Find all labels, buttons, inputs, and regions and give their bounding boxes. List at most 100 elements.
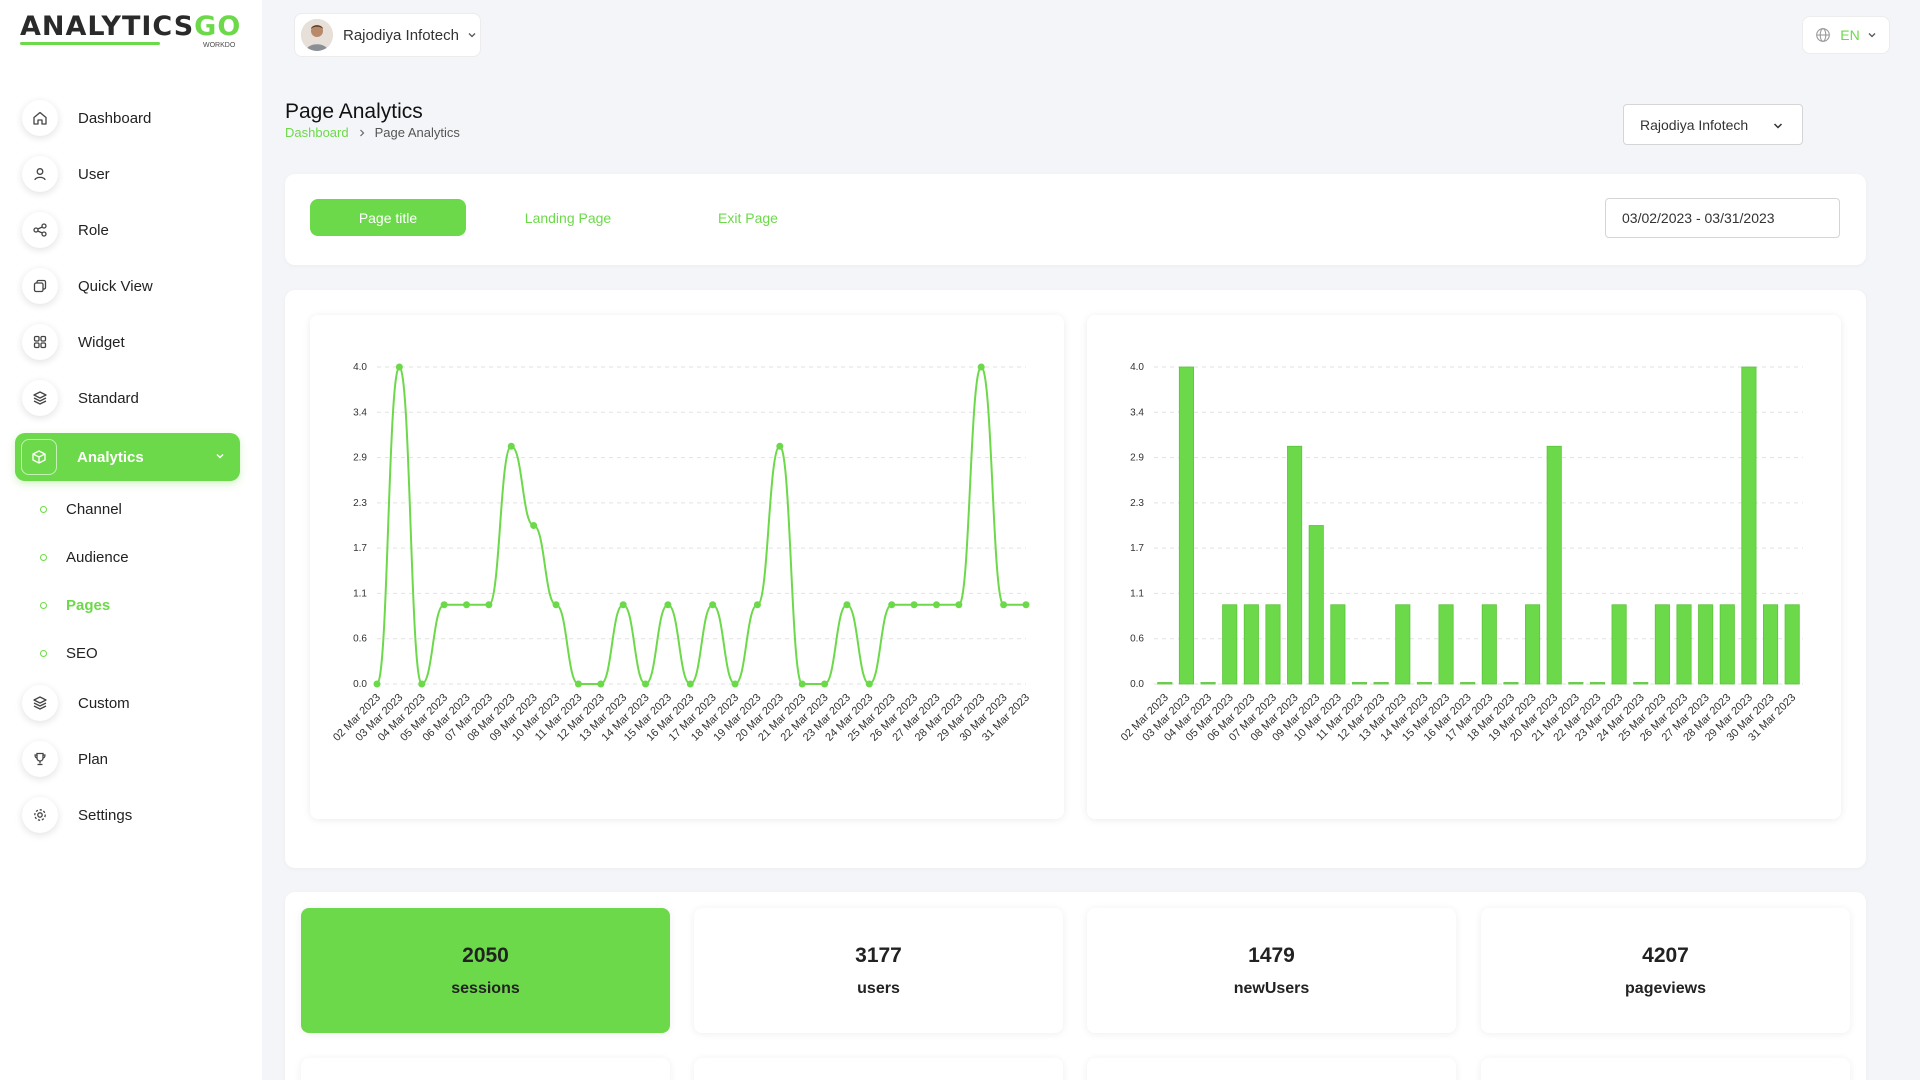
data-point[interactable]	[910, 601, 918, 609]
stat-value: 3177	[855, 943, 902, 967]
data-point[interactable]	[753, 601, 761, 609]
breadcrumb-home-link[interactable]: Dashboard	[285, 125, 349, 140]
bar[interactable]	[1525, 604, 1541, 685]
sidebar-item-widget[interactable]: Widget	[20, 318, 240, 366]
data-point[interactable]	[932, 601, 940, 609]
brand-logo[interactable]: ANALYTICSGO WORKDO	[20, 12, 240, 52]
bar[interactable]	[1698, 604, 1714, 685]
chevron-down-icon	[467, 30, 477, 40]
data-point[interactable]	[821, 680, 829, 688]
bar[interactable]	[1633, 682, 1649, 685]
bar[interactable]	[1460, 682, 1476, 685]
bar[interactable]	[1287, 445, 1303, 685]
bar[interactable]	[1438, 604, 1454, 685]
stat-value: 2050	[462, 943, 509, 967]
bar[interactable]	[1416, 682, 1432, 685]
sidebar-item-quick-view[interactable]: Quick View	[20, 262, 240, 310]
y-tick-label: 3.4	[353, 407, 367, 418]
sidebar-item-role[interactable]: Role	[20, 206, 240, 254]
bar[interactable]	[1784, 604, 1800, 685]
data-point[interactable]	[865, 680, 873, 688]
stat-label: users	[857, 979, 900, 997]
date-range-input[interactable]: 03/02/2023 - 03/31/2023	[1605, 198, 1840, 238]
bar[interactable]	[1503, 682, 1519, 685]
data-point[interactable]	[395, 363, 403, 371]
stat-sessions[interactable]: 2050 sessions	[301, 908, 670, 1033]
sidebar-item-label: User	[78, 165, 110, 183]
bar[interactable]	[1481, 604, 1497, 685]
data-point[interactable]	[463, 601, 471, 609]
chevron-down-icon	[214, 449, 226, 467]
data-point[interactable]	[888, 601, 896, 609]
data-point[interactable]	[619, 601, 627, 609]
bar[interactable]	[1589, 682, 1606, 685]
bar[interactable]	[1157, 682, 1173, 685]
sidebar-item-user[interactable]: User	[20, 150, 240, 198]
sidebar-item-dashboard[interactable]: Dashboard	[20, 94, 240, 142]
bar[interactable]	[1178, 366, 1194, 685]
bar[interactable]	[1222, 604, 1238, 685]
bar[interactable]	[1200, 682, 1216, 685]
organization-select[interactable]: Rajodiya Infotech	[1623, 104, 1803, 145]
bar[interactable]	[1395, 604, 1411, 685]
stat-pageviews[interactable]: 4207 pageviews	[1481, 908, 1850, 1033]
user-menu[interactable]: Rajodiya Infotech	[294, 13, 481, 57]
sidebar-item-standard[interactable]: Standard	[20, 374, 240, 422]
data-point[interactable]	[955, 601, 963, 609]
language-selector[interactable]: EN	[1802, 16, 1890, 54]
bar[interactable]	[1568, 682, 1584, 685]
stat-new-users[interactable]: 1479 newUsers	[1087, 908, 1456, 1033]
bar[interactable]	[1741, 366, 1757, 685]
bar[interactable]	[1265, 604, 1281, 685]
data-point[interactable]	[1000, 601, 1008, 609]
bar[interactable]	[1763, 604, 1779, 685]
data-point[interactable]	[776, 442, 784, 450]
data-point[interactable]	[1022, 601, 1030, 609]
bar[interactable]	[1330, 604, 1346, 685]
bar[interactable]	[1308, 525, 1324, 685]
tab-page-title[interactable]: Page title	[310, 199, 466, 236]
bar[interactable]	[1611, 604, 1627, 685]
y-tick-label: 0.0	[1130, 679, 1144, 690]
stat-users[interactable]: 3177 users	[694, 908, 1063, 1033]
data-point[interactable]	[373, 680, 381, 688]
sidebar-item-plan[interactable]: Plan	[20, 735, 240, 783]
data-point[interactable]	[843, 601, 851, 609]
submenu-item-audience[interactable]: Audience	[40, 545, 129, 569]
bar[interactable]	[1546, 445, 1562, 685]
logo-underline	[20, 42, 160, 45]
tab-exit-page[interactable]: Exit Page	[718, 209, 778, 226]
bar[interactable]	[1243, 604, 1259, 685]
submenu-item-pages[interactable]: Pages	[40, 593, 110, 617]
bar[interactable]	[1373, 682, 1389, 685]
tab-landing-page[interactable]: Landing Page	[524, 209, 612, 226]
bar[interactable]	[1676, 604, 1692, 685]
chevron-right-icon	[358, 128, 366, 138]
sidebar-item-settings[interactable]: Settings	[20, 791, 240, 839]
bar[interactable]	[1654, 604, 1670, 685]
bar[interactable]	[1719, 604, 1735, 685]
data-point[interactable]	[597, 680, 605, 688]
data-point[interactable]	[977, 363, 985, 371]
data-point[interactable]	[574, 680, 582, 688]
data-point[interactable]	[485, 601, 493, 609]
data-point[interactable]	[552, 601, 560, 609]
data-point[interactable]	[530, 522, 538, 529]
data-point[interactable]	[440, 601, 448, 609]
data-point[interactable]	[798, 680, 806, 688]
data-point[interactable]	[686, 680, 694, 688]
data-point[interactable]	[709, 601, 717, 609]
sidebar-item-custom[interactable]: Custom	[20, 679, 240, 727]
data-point[interactable]	[642, 680, 650, 688]
data-point[interactable]	[507, 442, 515, 450]
data-point[interactable]	[418, 680, 426, 688]
bar[interactable]	[1351, 682, 1368, 685]
breadcrumb: Dashboard Page Analytics	[285, 125, 460, 140]
submenu-item-channel[interactable]: Channel	[40, 497, 122, 521]
data-point[interactable]	[664, 601, 672, 609]
data-point[interactable]	[731, 680, 739, 688]
sidebar-item-analytics[interactable]: Analytics	[15, 433, 240, 481]
trophy-icon	[22, 741, 58, 777]
submenu-item-seo[interactable]: SEO	[40, 641, 98, 665]
